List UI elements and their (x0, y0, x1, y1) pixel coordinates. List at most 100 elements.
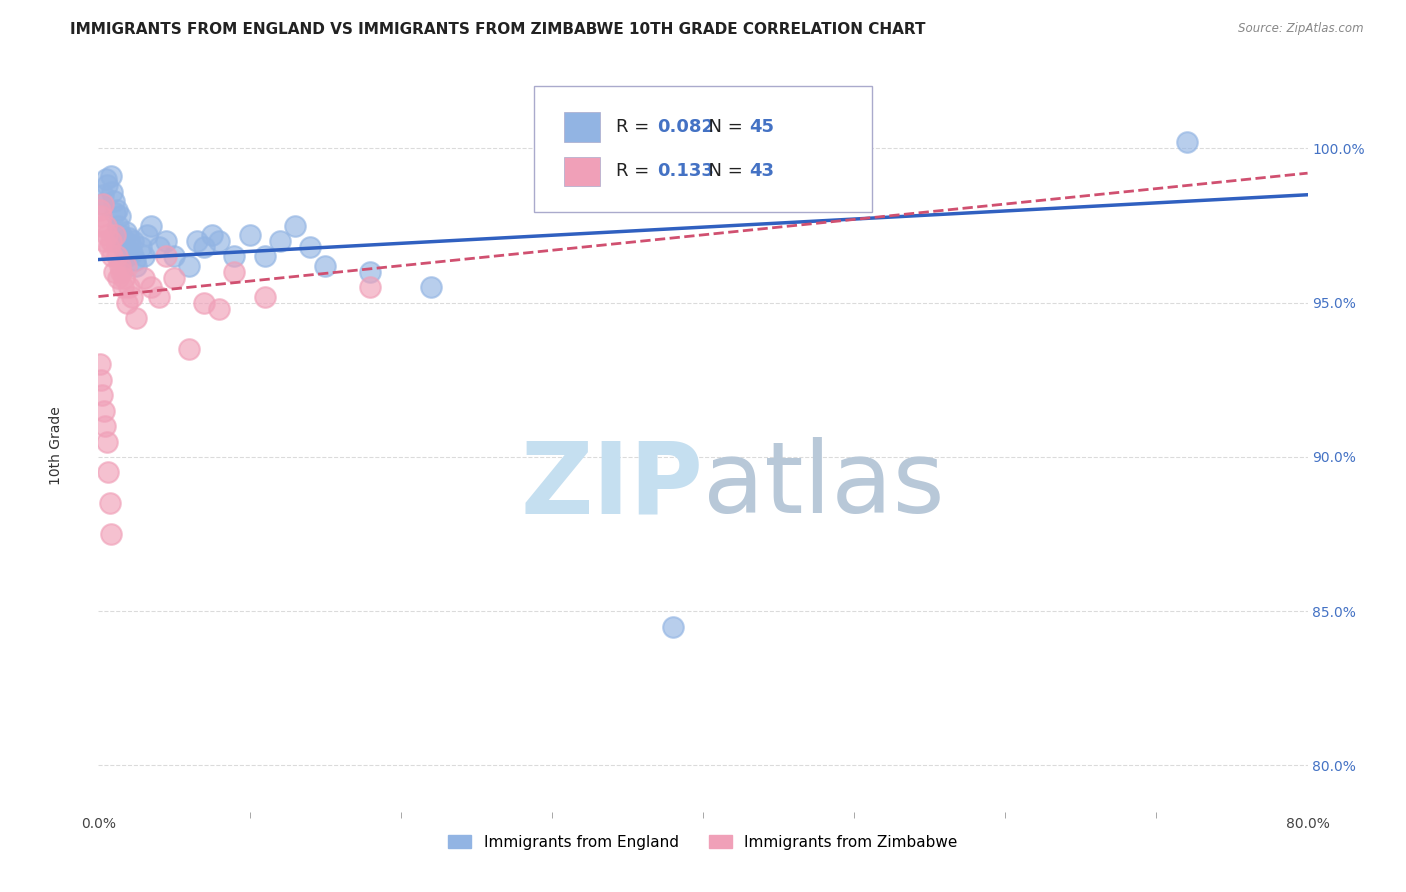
Text: 45: 45 (749, 118, 773, 136)
Text: N =: N = (697, 118, 748, 136)
Point (104, 206, 127, 220)
Point (94, 419, 117, 434)
Point (148, 240, 170, 254)
Point (253, 289, 276, 303)
Point (103, 265, 125, 279)
Point (94, 219, 117, 233)
Point (96, 178, 118, 193)
Point (141, 219, 163, 233)
Text: atlas: atlas (703, 437, 945, 534)
Point (114, 259, 136, 273)
FancyBboxPatch shape (564, 156, 600, 186)
Point (107, 219, 129, 233)
Point (111, 280, 134, 294)
Point (253, 249, 276, 263)
Point (125, 311, 148, 326)
Point (93, 403, 115, 417)
Point (118, 280, 141, 294)
Point (94, 172, 117, 186)
Text: R =: R = (616, 162, 655, 180)
Point (89, 203, 111, 218)
Point (224, 249, 246, 263)
Point (90, 197, 112, 211)
Point (124, 252, 146, 267)
Point (129, 240, 152, 254)
Point (90, 373, 112, 387)
Text: 43: 43 (749, 162, 773, 180)
FancyBboxPatch shape (564, 112, 600, 142)
Point (299, 240, 322, 254)
Point (193, 295, 215, 310)
Point (239, 227, 262, 242)
Point (163, 271, 186, 285)
Point (208, 234, 231, 248)
Point (360, 280, 382, 294)
Point (118, 231, 141, 245)
Point (97, 466, 120, 480)
Point (105, 249, 128, 263)
Point (98, 496, 121, 510)
Point (314, 259, 336, 273)
Point (108, 259, 131, 273)
Point (121, 289, 143, 303)
Point (661, 619, 683, 633)
Point (105, 203, 128, 218)
Point (100, 234, 122, 248)
Point (186, 234, 208, 248)
Point (90, 219, 112, 233)
Point (420, 280, 443, 294)
Text: 0.133: 0.133 (657, 162, 714, 180)
Point (91, 197, 114, 211)
Point (163, 249, 186, 263)
Point (100, 527, 122, 541)
Point (120, 237, 142, 252)
Point (115, 249, 138, 263)
Point (1175, 136, 1198, 150)
Point (89, 358, 111, 372)
Point (112, 271, 135, 285)
Point (104, 227, 127, 242)
Text: ZIP: ZIP (520, 437, 703, 534)
Point (141, 280, 163, 294)
Point (224, 265, 246, 279)
Point (100, 169, 122, 184)
Text: 0.082: 0.082 (657, 118, 714, 136)
Point (284, 219, 307, 233)
Point (107, 271, 129, 285)
Point (269, 234, 291, 248)
Point (121, 246, 143, 260)
Point (110, 227, 132, 242)
Text: 10th Grade: 10th Grade (49, 407, 63, 485)
Point (115, 295, 138, 310)
Point (135, 227, 157, 242)
Point (91, 388, 114, 402)
Point (179, 259, 201, 273)
Text: R =: R = (616, 118, 655, 136)
Point (114, 225, 136, 239)
Point (96, 434, 118, 449)
Point (108, 210, 131, 224)
Text: IMMIGRANTS FROM ENGLAND VS IMMIGRANTS FROM ZIMBABWE 10TH GRADE CORRELATION CHART: IMMIGRANTS FROM ENGLAND VS IMMIGRANTS FR… (70, 22, 925, 37)
Point (125, 259, 148, 273)
Point (132, 271, 155, 285)
Point (90, 210, 112, 224)
Point (179, 342, 201, 356)
Point (98, 240, 121, 254)
Point (208, 301, 231, 316)
Point (96, 227, 118, 242)
Point (201, 227, 224, 242)
Text: N =: N = (697, 162, 748, 180)
Point (193, 240, 215, 254)
Point (101, 249, 124, 263)
Point (101, 185, 124, 199)
Point (155, 249, 177, 263)
Point (91, 187, 114, 202)
Point (103, 194, 125, 208)
Text: Source: ZipAtlas.com: Source: ZipAtlas.com (1239, 22, 1364, 36)
Point (148, 289, 170, 303)
Point (155, 234, 177, 248)
Point (111, 240, 134, 254)
Point (93, 234, 115, 248)
Point (110, 265, 132, 279)
FancyBboxPatch shape (534, 87, 872, 212)
